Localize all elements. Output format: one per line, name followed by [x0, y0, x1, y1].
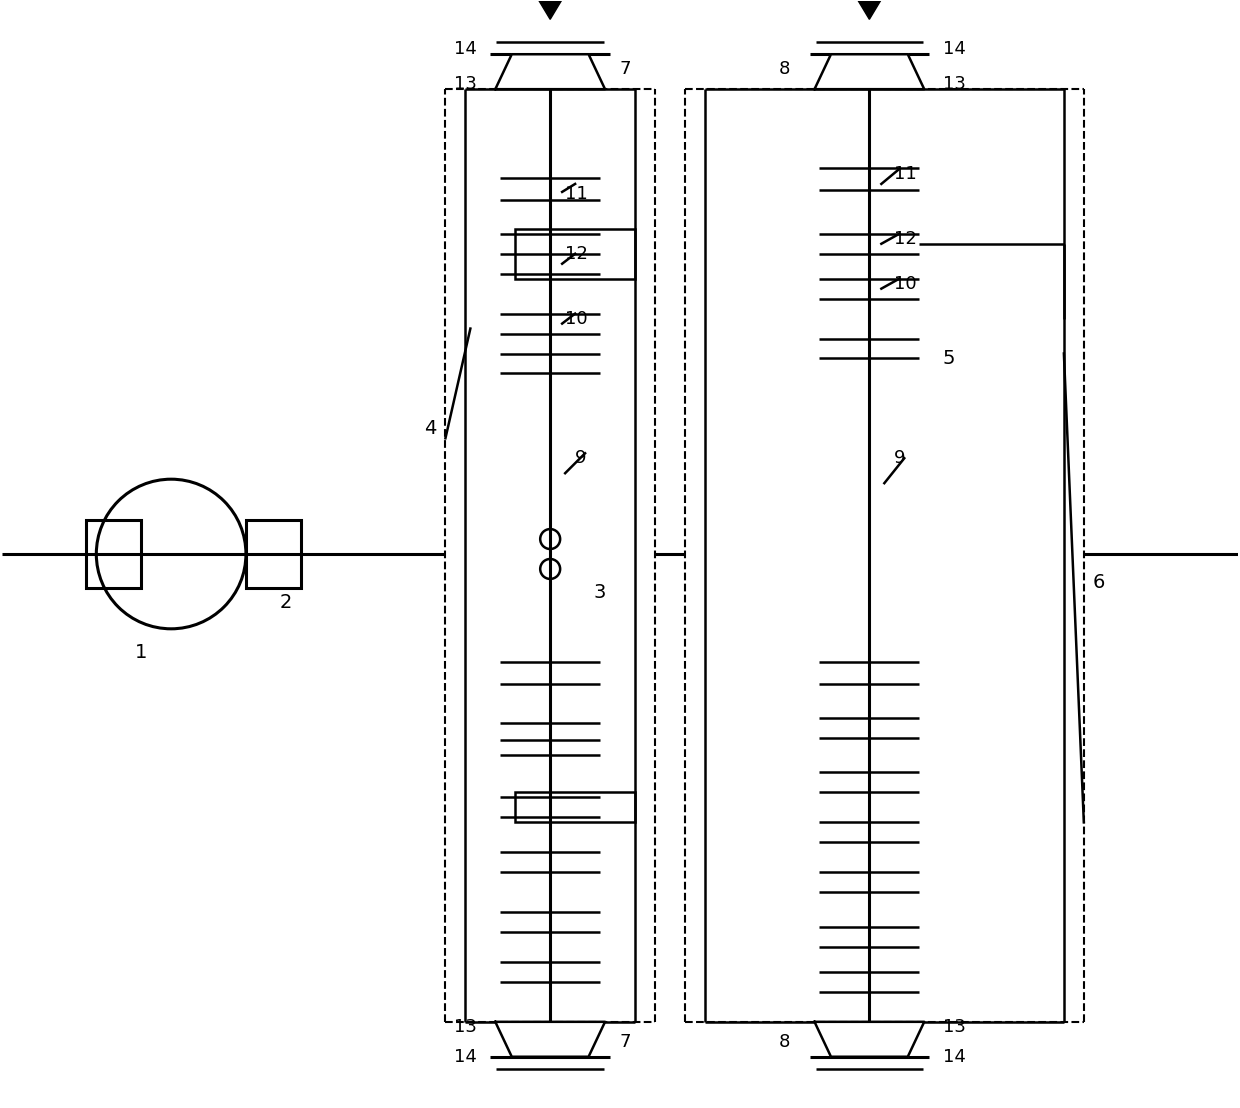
Polygon shape [538, 0, 562, 19]
Bar [246, 520, 301, 588]
Text: 7: 7 [619, 1033, 631, 1050]
Text: 8: 8 [779, 60, 790, 79]
Text: 12: 12 [565, 245, 588, 263]
Polygon shape [815, 1022, 924, 1057]
Text: 11: 11 [565, 185, 588, 203]
Text: 13: 13 [942, 75, 966, 93]
Polygon shape [495, 54, 605, 89]
Polygon shape [495, 1022, 605, 1057]
Text: 13: 13 [454, 75, 477, 93]
Text: 2: 2 [280, 594, 293, 613]
Text: 6: 6 [1092, 574, 1105, 593]
Bar [516, 229, 635, 279]
Text: 14: 14 [942, 40, 966, 59]
Text: 3: 3 [594, 584, 606, 603]
Text: 10: 10 [565, 309, 588, 328]
Polygon shape [857, 0, 882, 19]
Text: 10: 10 [894, 275, 916, 293]
Bar [87, 520, 141, 588]
Text: 4: 4 [424, 419, 436, 438]
Text: 9: 9 [894, 449, 905, 468]
Bar [516, 792, 635, 822]
Text: 14: 14 [454, 40, 477, 59]
Text: 14: 14 [454, 1048, 477, 1066]
Text: 9: 9 [575, 449, 587, 468]
Text: 13: 13 [942, 1018, 966, 1036]
Text: 13: 13 [454, 1018, 477, 1036]
Text: 7: 7 [619, 60, 631, 79]
Text: 1: 1 [135, 644, 148, 663]
Text: 8: 8 [779, 1033, 790, 1050]
Text: 12: 12 [894, 229, 918, 248]
Text: 5: 5 [942, 349, 956, 368]
Polygon shape [815, 54, 924, 89]
Text: 11: 11 [894, 165, 918, 183]
Text: 14: 14 [942, 1048, 966, 1066]
